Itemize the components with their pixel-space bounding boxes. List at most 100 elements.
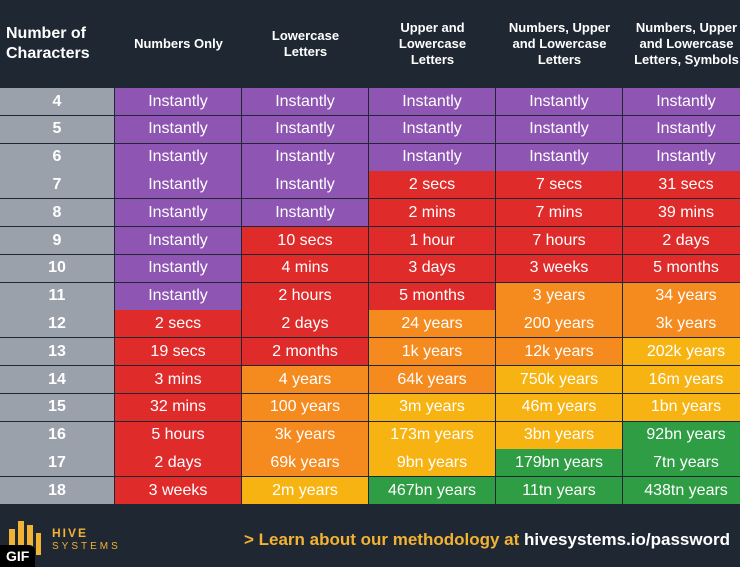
crack-time-cell: 3 mins xyxy=(115,366,242,393)
column-header-5: Numbers, Upper and Lowercase Letters, Sy… xyxy=(634,20,739,67)
crack-time-cell: Instantly xyxy=(242,115,369,143)
crack-time-cell: 3 years xyxy=(496,282,623,310)
crack-time-cell: 5 months xyxy=(369,282,496,310)
cta-url: hivesystems.io/password xyxy=(524,530,730,549)
character-count: 12 xyxy=(0,310,115,338)
crack-time-cell: Instantly xyxy=(369,115,496,143)
footer: HIVE SYSTEMS > Learn about our methodolo… xyxy=(0,505,740,567)
crack-time-cell: 202k years xyxy=(623,338,740,366)
crack-time-cell: 3 days xyxy=(369,254,496,282)
table-row: 15 32 mins 100 years 3m years 46m years 1bn y… xyxy=(0,393,740,421)
table-row: 12 2 secs 2 days 24 years 200 years 3k years xyxy=(0,310,740,338)
cta-text: Learn about our methodology at xyxy=(258,530,520,549)
crack-time-cell: 1k years xyxy=(369,338,496,366)
table-row: 18 3 weeks 2m years 467bn years 11tn years 43… xyxy=(0,477,740,505)
crack-time-cell: 2 days xyxy=(115,449,242,477)
hive-logo-icon xyxy=(9,521,41,555)
crack-time-cell: 438tn years xyxy=(623,477,740,505)
character-count: 14 xyxy=(0,366,115,393)
character-count: 15 xyxy=(0,393,115,421)
crack-time-cell: Instantly xyxy=(115,171,242,199)
crack-time-cell: Instantly xyxy=(369,88,496,115)
crack-time-cell: 7 secs xyxy=(496,171,623,199)
character-count: 6 xyxy=(0,143,115,171)
character-count: 11 xyxy=(0,282,115,310)
brand-top: HIVE xyxy=(52,526,89,540)
crack-time-cell: 46m years xyxy=(496,393,623,421)
crack-time-cell: 467bn years xyxy=(369,477,496,505)
crack-time-cell: 9bn years xyxy=(369,449,496,477)
crack-time-cell: Instantly xyxy=(623,143,740,171)
crack-time-cell: 32 mins xyxy=(115,393,242,421)
crack-time-cell: Instantly xyxy=(242,199,369,227)
table-row: 9 Instantly 10 secs 1 hour 7 hours 2 days xyxy=(0,227,740,254)
table-row: 8 Instantly Instantly 2 mins 7 mins 39 mins xyxy=(0,199,740,227)
crack-time-cell: 5 months xyxy=(623,254,740,282)
crack-time-cell: 3k years xyxy=(242,421,369,449)
character-count: 8 xyxy=(0,199,115,227)
character-count: 13 xyxy=(0,338,115,366)
character-count: 16 xyxy=(0,421,115,449)
crack-time-cell: 100 years xyxy=(242,393,369,421)
crack-time-cell: Instantly xyxy=(115,199,242,227)
character-count: 17 xyxy=(0,449,115,477)
crack-time-cell: Instantly xyxy=(369,143,496,171)
crack-time-cell: Instantly xyxy=(115,115,242,143)
crack-time-cell: 2m years xyxy=(242,477,369,505)
crack-time-cell: 2 mins xyxy=(369,199,496,227)
crack-time-cell: Instantly xyxy=(115,282,242,310)
crack-time-cell: 2 months xyxy=(242,338,369,366)
crack-time-cell: Instantly xyxy=(115,143,242,171)
table-row: 7 Instantly Instantly 2 secs 7 secs 31 secs xyxy=(0,171,740,199)
crack-time-cell: 1bn years xyxy=(623,393,740,421)
crack-time-cell: 19 secs xyxy=(115,338,242,366)
crack-time-cell: 4 mins xyxy=(242,254,369,282)
column-header-3: Upper and Lowercase Letters xyxy=(398,20,467,67)
character-count: 18 xyxy=(0,477,115,505)
crack-time-cell: 7 mins xyxy=(496,199,623,227)
methodology-link[interactable]: > Learn about our methodology at hivesys… xyxy=(244,530,730,550)
crack-time-cell: 64k years xyxy=(369,366,496,393)
crack-time-cell: 34 years xyxy=(623,282,740,310)
crack-time-cell: 10 secs xyxy=(242,227,369,254)
crack-time-cell: Instantly xyxy=(496,88,623,115)
crack-time-cell: 24 years xyxy=(369,310,496,338)
column-header-2: Lowercase Letters xyxy=(271,28,340,59)
crack-time-cell: Instantly xyxy=(115,227,242,254)
chevron-right-icon: > xyxy=(243,530,254,549)
crack-time-cell: 2 days xyxy=(242,310,369,338)
table-row: 10 Instantly 4 mins 3 days 3 weeks 5 months xyxy=(0,254,740,282)
character-count: 4 xyxy=(0,88,115,115)
character-count: 10 xyxy=(0,254,115,282)
crack-time-cell: 2 secs xyxy=(115,310,242,338)
crack-time-cell: Instantly xyxy=(623,115,740,143)
character-count: 5 xyxy=(0,115,115,143)
crack-time-cell: Instantly xyxy=(623,88,740,115)
table-row: 4 Instantly Instantly Instantly Instantly Ins… xyxy=(0,88,740,115)
crack-time-cell: Instantly xyxy=(115,88,242,115)
column-header-4: Numbers, Upper and Lowercase Letters xyxy=(508,20,611,67)
crack-time-cell: 7 hours xyxy=(496,227,623,254)
crack-time-cell: Instantly xyxy=(115,254,242,282)
brand-bottom: SYSTEMS xyxy=(52,541,121,552)
gif-badge: GIF xyxy=(0,545,36,567)
table-row: 6 Instantly Instantly Instantly Instantly Ins… xyxy=(0,143,740,171)
crack-time-cell: 200 years xyxy=(496,310,623,338)
table-header: Number of Characters Numbers Only Lowercas… xyxy=(0,0,740,88)
crack-time-cell: Instantly xyxy=(242,143,369,171)
crack-time-cell: 12k years xyxy=(496,338,623,366)
table-row: 17 2 days 69k years 9bn years 179bn years 7tn… xyxy=(0,449,740,477)
crack-time-cell: 750k years xyxy=(496,366,623,393)
crack-time-cell: 3 weeks xyxy=(115,477,242,505)
crack-time-cell: 31 secs xyxy=(623,171,740,199)
character-count: 7 xyxy=(0,171,115,199)
crack-time-cell: Instantly xyxy=(496,115,623,143)
table-row: 5 Instantly Instantly Instantly Instantly Ins… xyxy=(0,115,740,143)
crack-time-cell: 2 hours xyxy=(242,282,369,310)
crack-time-cell: 5 hours xyxy=(115,421,242,449)
crack-time-cell: 69k years xyxy=(242,449,369,477)
crack-time-cell: 2 secs xyxy=(369,171,496,199)
crack-time-cell: 11tn years xyxy=(496,477,623,505)
column-header-0: Number of Characters xyxy=(6,25,90,62)
crack-time-cell: 16m years xyxy=(623,366,740,393)
